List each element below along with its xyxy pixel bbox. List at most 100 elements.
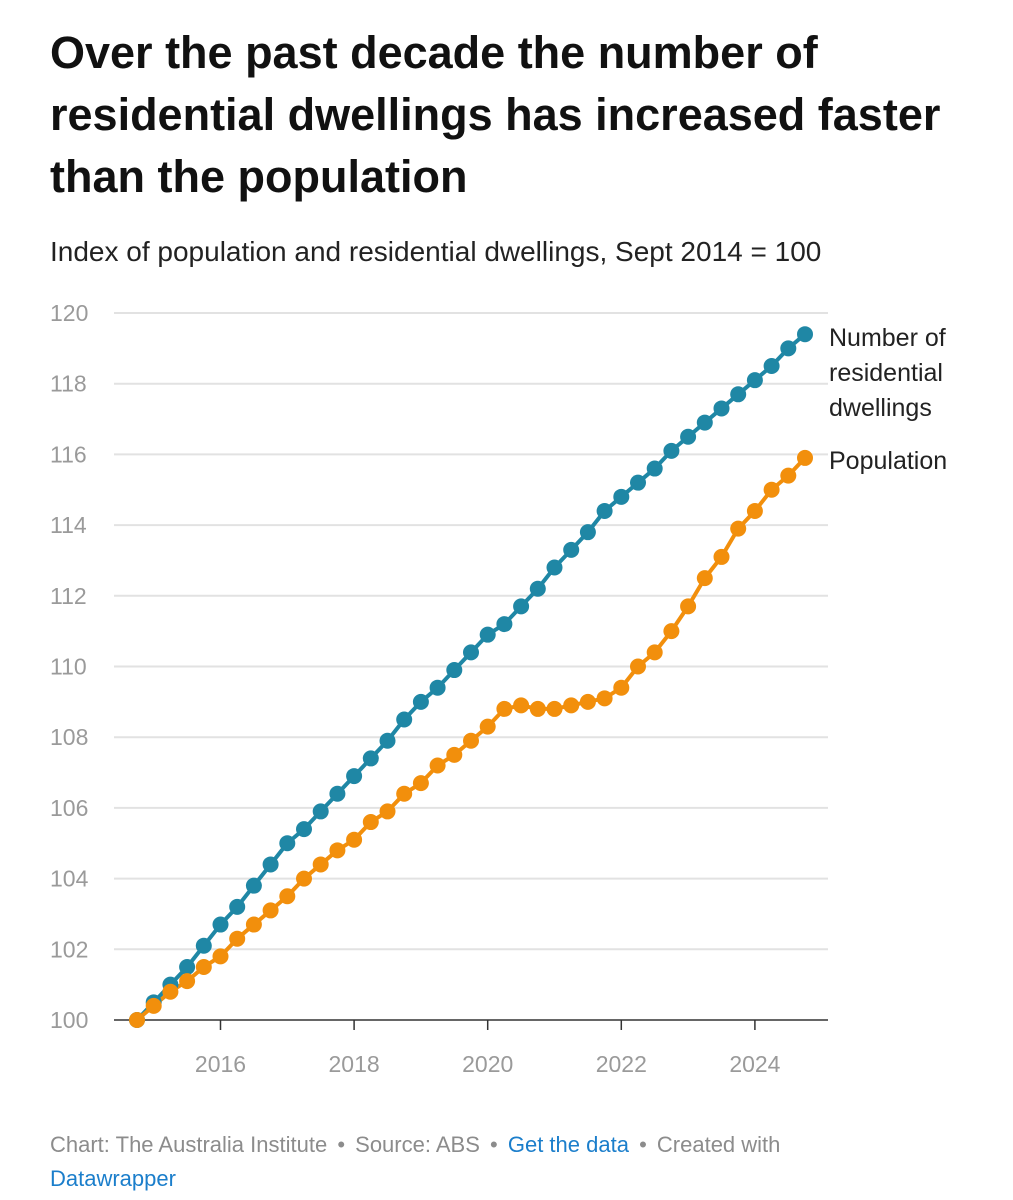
data-point-population-34 — [696, 570, 713, 587]
data-point-population-5 — [212, 948, 229, 965]
data-point-dwellings-18 — [429, 679, 446, 696]
data-point-population-0 — [129, 1012, 145, 1028]
series-points — [129, 326, 813, 1028]
data-point-population-23 — [513, 697, 530, 714]
x-axis: 2016 2018 2020 2022 2024 — [195, 1020, 781, 1077]
legend-label-population: Population — [829, 447, 947, 475]
data-point-dwellings-35 — [713, 400, 730, 417]
data-point-population-28 — [596, 690, 613, 707]
credit-text: Chart: The Australia Institute — [50, 1132, 328, 1157]
data-point-dwellings-11 — [312, 803, 329, 820]
x-tick-label-2022: 2022 — [596, 1051, 647, 1077]
data-point-population-25 — [546, 700, 563, 717]
chart-subtitle: Index of population and residential dwel… — [50, 236, 822, 267]
data-point-dwellings-26 — [563, 541, 580, 558]
data-point-population-18 — [429, 757, 446, 774]
get-the-data-link[interactable]: Get the data — [507, 1132, 629, 1157]
series-lines — [135, 332, 807, 1022]
data-point-population-11 — [312, 856, 329, 873]
data-point-dwellings-33 — [680, 428, 697, 445]
legend-line: residential — [829, 359, 943, 387]
data-point-dwellings-13 — [346, 768, 363, 785]
data-point-dwellings-16 — [396, 711, 413, 728]
data-point-dwellings-15 — [379, 732, 396, 749]
data-point-population-29 — [613, 679, 630, 696]
y-tick-label-112: 112 — [50, 583, 87, 609]
data-point-population-6 — [229, 930, 246, 947]
data-point-population-2 — [162, 983, 179, 1000]
data-point-population-21 — [479, 718, 496, 735]
chart-title: Over the past decade the number of resid… — [50, 27, 941, 202]
y-tick-label-116: 116 — [50, 441, 87, 467]
data-point-dwellings-32 — [663, 442, 680, 459]
data-point-population-27 — [579, 693, 596, 710]
legend: Number of residential dwellings Population — [829, 324, 947, 475]
data-point-population-4 — [195, 958, 212, 975]
y-tick-label-118: 118 — [50, 371, 87, 397]
legend-line: Population — [829, 447, 947, 475]
data-point-dwellings-39 — [780, 340, 797, 357]
data-point-population-31 — [646, 644, 663, 661]
datawrapper-link[interactable]: Datawrapper — [50, 1166, 176, 1191]
data-point-dwellings-25 — [546, 559, 563, 576]
legend-line: Number of — [829, 324, 946, 352]
data-point-population-12 — [329, 842, 346, 859]
data-point-dwellings-37 — [746, 372, 763, 389]
data-point-population-15 — [379, 803, 396, 820]
data-point-dwellings-27 — [579, 524, 596, 541]
y-tick-label-104: 104 — [50, 866, 89, 892]
y-tick-label-120: 120 — [50, 300, 88, 326]
data-point-population-26 — [563, 697, 580, 714]
data-point-dwellings-23 — [513, 598, 530, 615]
chart-footer: Chart: The Australia Institute • Source:… — [50, 1128, 950, 1196]
data-point-dwellings-31 — [646, 460, 663, 477]
x-tick-label-2018: 2018 — [329, 1051, 380, 1077]
data-point-population-17 — [412, 775, 429, 792]
data-point-population-39 — [780, 467, 797, 484]
y-tick-label-114: 114 — [50, 512, 87, 538]
legend-label-dwellings: Number of residential dwellings — [829, 324, 946, 422]
data-point-population-35 — [713, 548, 730, 565]
data-point-dwellings-3 — [179, 958, 196, 975]
series-line-dwellings — [135, 332, 807, 1022]
created-with-text: Created with — [656, 1132, 781, 1157]
data-point-dwellings-34 — [696, 414, 713, 431]
gridlines — [114, 312, 828, 1021]
data-point-population-37 — [746, 502, 763, 519]
data-point-population-3 — [179, 973, 196, 990]
y-tick-label-102: 102 — [50, 936, 88, 962]
data-point-population-14 — [362, 814, 379, 831]
x-tick-label-2024: 2024 — [729, 1051, 780, 1077]
data-point-dwellings-14 — [362, 750, 379, 767]
data-point-dwellings-6 — [229, 898, 246, 915]
data-point-population-33 — [680, 598, 697, 615]
data-point-population-16 — [396, 785, 413, 802]
y-axis-ticks: 100 102 104 106 108 110 112 114 116 118 120 — [50, 300, 89, 1033]
y-tick-label-100: 100 — [50, 1007, 88, 1033]
data-point-population-32 — [663, 623, 680, 640]
data-point-dwellings-30 — [630, 474, 646, 491]
data-point-dwellings-24 — [529, 580, 546, 597]
x-tick-label-2016: 2016 — [195, 1051, 246, 1077]
data-point-dwellings-19 — [446, 662, 463, 679]
y-tick-label-108: 108 — [50, 724, 88, 750]
data-point-dwellings-20 — [463, 644, 479, 661]
data-point-dwellings-10 — [296, 821, 312, 838]
data-point-dwellings-36 — [730, 386, 747, 403]
data-point-population-30 — [630, 658, 646, 675]
data-point-population-13 — [346, 831, 363, 848]
footer-separator: • — [639, 1132, 647, 1157]
footer-separator: • — [490, 1132, 498, 1157]
data-point-population-7 — [245, 916, 262, 933]
data-point-dwellings-12 — [329, 785, 346, 802]
data-point-population-38 — [763, 481, 780, 498]
data-point-population-9 — [279, 888, 296, 905]
data-point-dwellings-29 — [613, 488, 630, 505]
data-point-dwellings-17 — [412, 693, 429, 710]
data-point-dwellings-40 — [797, 326, 813, 343]
data-point-dwellings-8 — [262, 856, 279, 873]
x-tick-label-2020: 2020 — [462, 1051, 513, 1077]
data-point-population-8 — [262, 902, 279, 919]
